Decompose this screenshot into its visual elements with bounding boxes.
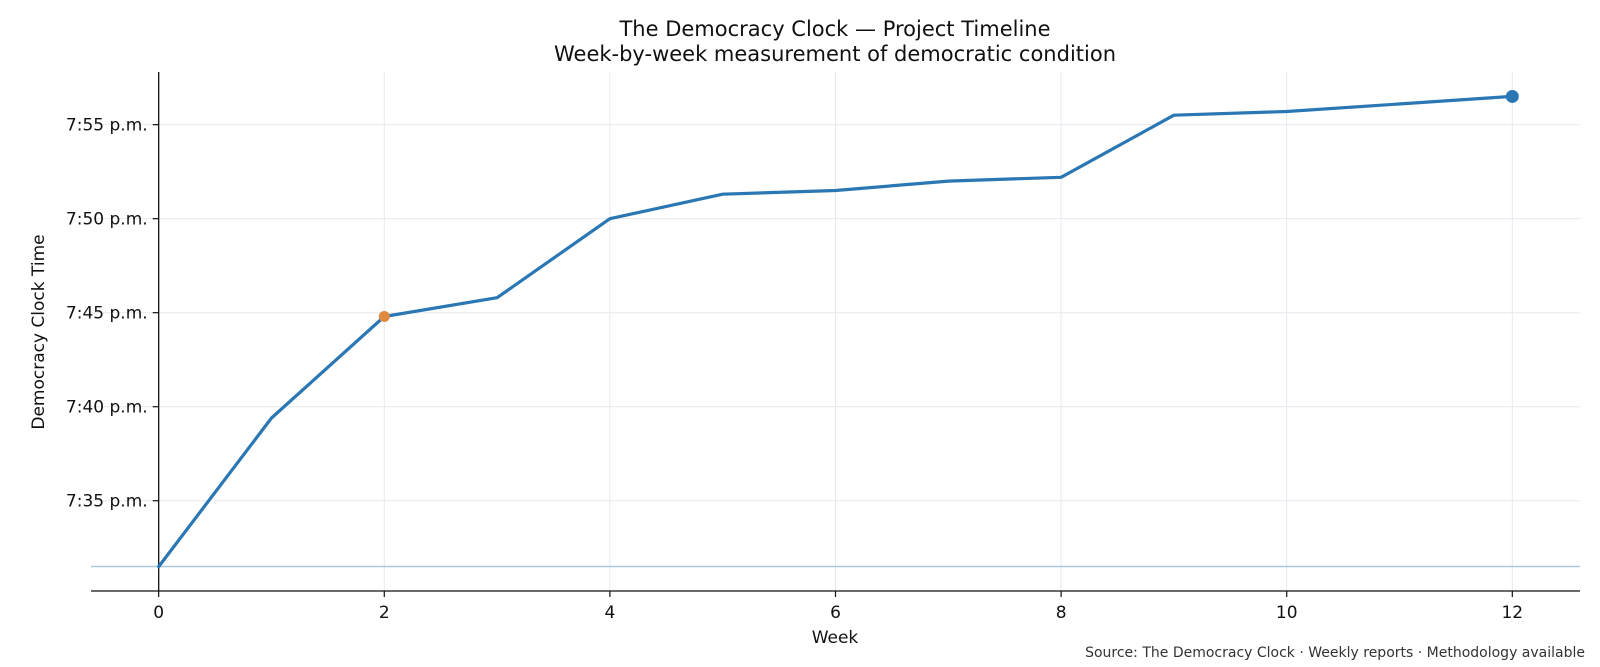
grid-lines [91,72,1580,591]
highlight-point [1505,89,1519,103]
x-tick-label: 2 [379,603,390,623]
x-axis: 0 2 4 6 8 10 12 [91,590,1580,623]
y-tick-label: 7:45 p.m. [66,304,148,324]
chart-subtitle: Week-by-week measurement of democratic c… [554,42,1116,66]
y-tick-label: 7:35 p.m. [66,492,148,512]
series-line [157,94,1514,569]
x-tick-label: 4 [604,603,615,623]
highlight-point [378,310,390,322]
y-tick-label: 7:55 p.m. [66,116,148,136]
x-tick-label: 10 [1276,603,1298,623]
highlight-points [378,89,1519,322]
source-note: Source: The Democracy Clock · Weekly rep… [1085,645,1585,661]
x-axis-label: Week [812,628,859,648]
y-tick-label: 7:50 p.m. [66,210,148,230]
x-tick-label: 12 [1501,603,1523,623]
y-axis: 7:35 p.m. 7:40 p.m. 7:45 p.m. 7:50 p.m. 7:55… [66,72,160,591]
y-axis-label: Democracy Clock Time [29,234,49,429]
x-tick-label: 0 [153,603,164,623]
y-tick-label: 7:40 p.m. [66,398,148,418]
x-tick-label: 8 [1056,603,1067,623]
series-line-group [157,94,1514,569]
x-tick-label: 6 [830,603,841,623]
chart-title: The Democracy Clock — Project Timeline [618,17,1050,41]
